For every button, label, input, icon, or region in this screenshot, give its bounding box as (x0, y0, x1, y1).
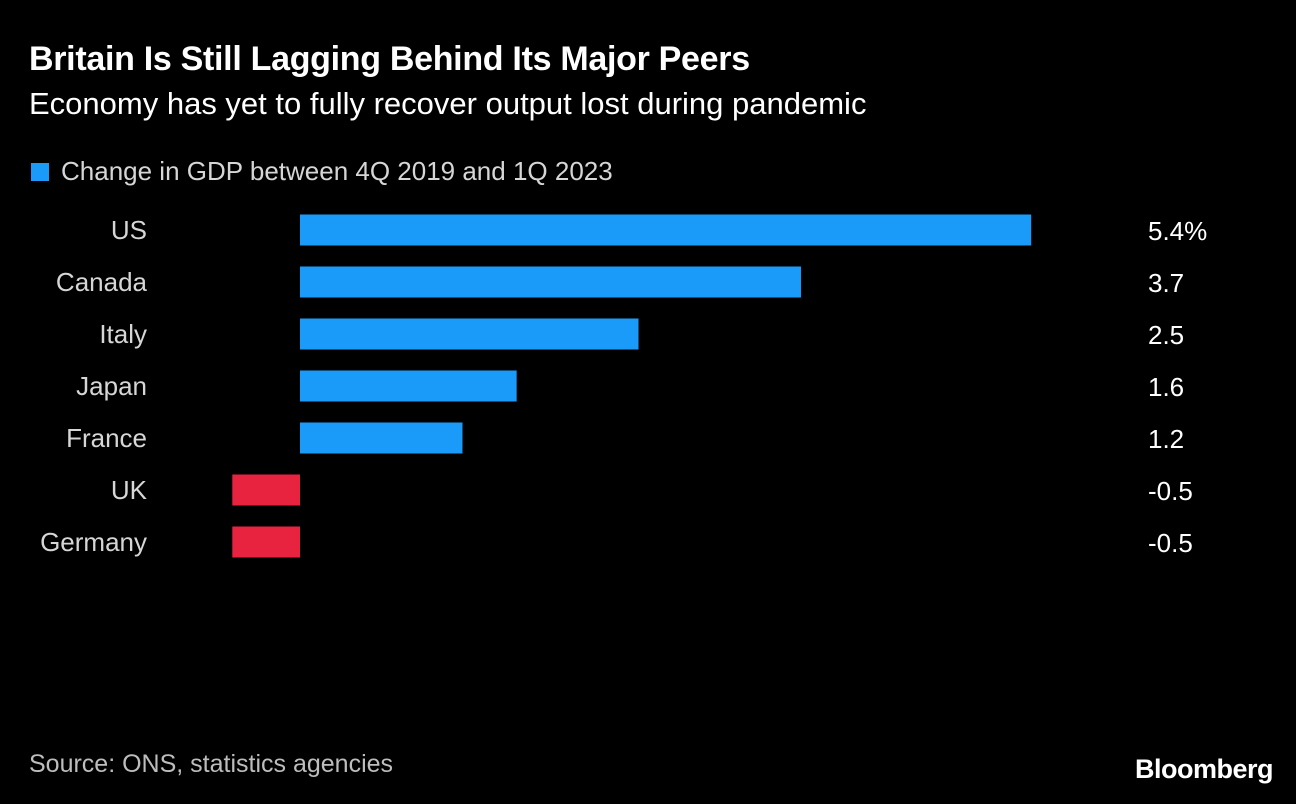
bar (232, 474, 300, 506)
category-label: France (66, 423, 147, 453)
bar (300, 214, 1032, 246)
value-label: 3.7 (1148, 268, 1184, 298)
value-label: 1.2 (1148, 424, 1184, 454)
bar (232, 526, 300, 558)
legend-swatch (31, 162, 49, 181)
category-label: UK (111, 475, 148, 505)
value-label: -0.5 (1148, 476, 1193, 506)
bloomberg-logo: Bloomberg (1134, 754, 1274, 784)
legend: Change in GDP between 4Q 2019 and 1Q 202… (31, 156, 613, 187)
category-label: Canada (56, 267, 148, 297)
category-label: Italy (99, 319, 147, 349)
value-label: 5.4% (1148, 216, 1207, 246)
bar (300, 370, 517, 402)
bar (300, 318, 639, 350)
legend-label: Change in GDP between 4Q 2019 and 1Q 202… (61, 156, 613, 186)
chart-subtitle: Economy has yet to fully recover output … (29, 86, 867, 121)
category-label: Germany (40, 527, 147, 557)
bar (300, 266, 801, 298)
value-label: 2.5 (1148, 320, 1184, 350)
category-label: Japan (76, 371, 147, 401)
source-note: Source: ONS, statistics agencies (29, 750, 394, 778)
value-label: 1.6 (1148, 372, 1184, 402)
bar (300, 422, 463, 454)
chart-title: Britain Is Still Lagging Behind Its Majo… (29, 40, 750, 78)
value-label: -0.5 (1148, 528, 1193, 558)
category-label: US (111, 215, 147, 245)
